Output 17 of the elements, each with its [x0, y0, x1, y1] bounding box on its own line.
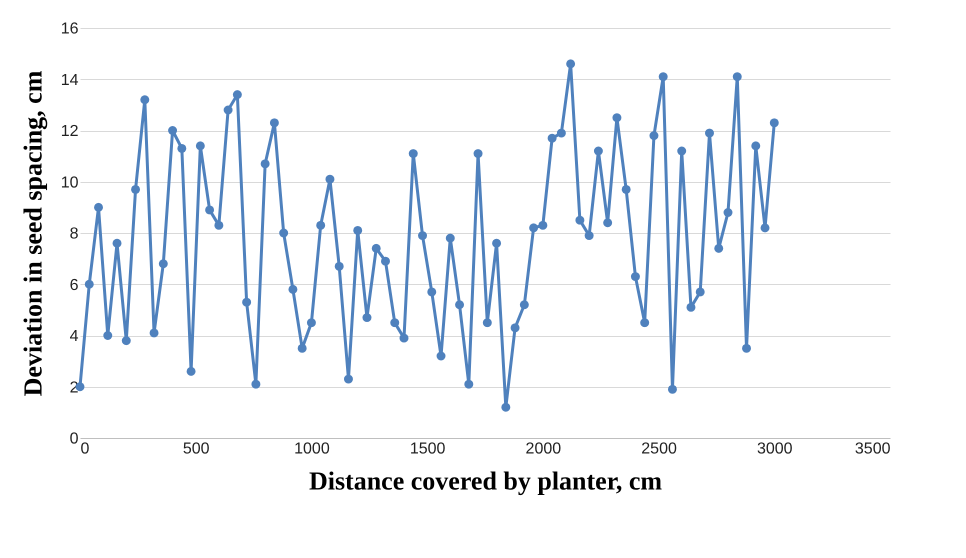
x-tick-label: 500 — [182, 440, 210, 458]
x-tick-label: 2500 — [641, 440, 677, 458]
y-tick-label: 10 — [60, 174, 79, 192]
y-tick-label: 14 — [60, 72, 79, 89]
y-axis-title: Deviation in seed spacing, cm — [18, 70, 48, 396]
y-tick-label: 6 — [70, 276, 79, 294]
x-tick-label: 2000 — [526, 440, 562, 458]
x-axis-title: Distance covered by planter, cm — [308, 466, 662, 496]
x-tick-label: 1500 — [410, 440, 446, 458]
x-tick-label: 3500 — [854, 440, 891, 458]
x-tick-label: 1000 — [294, 440, 330, 458]
x-tick-label: 3000 — [756, 440, 793, 458]
y-tick-label: 8 — [70, 226, 79, 242]
y-tick-label: 4 — [70, 328, 79, 345]
y-tick-label: 16 — [60, 20, 79, 38]
y-tick-label: 12 — [60, 123, 79, 140]
x-tick-label: 0 — [80, 440, 90, 458]
